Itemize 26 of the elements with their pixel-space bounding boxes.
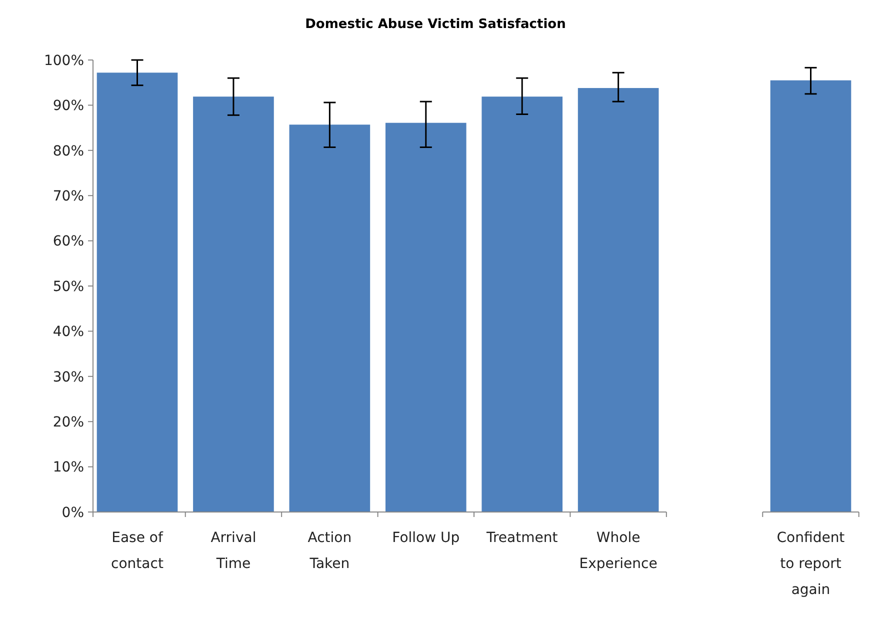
chart-title: Domestic Abuse Victim Satisfaction: [305, 17, 566, 32]
y-tick-label: 80%: [52, 143, 84, 160]
x-tick-label: Whole Experience: [579, 530, 658, 572]
x-tick-label: Confident to report again: [776, 530, 846, 598]
y-tick-label: 50%: [52, 278, 84, 295]
bar: [482, 96, 563, 512]
y-tick-label: 20%: [52, 414, 84, 430]
y-tick-label: 60%: [52, 234, 84, 250]
x-tick-label: Ease of contact: [111, 530, 164, 572]
x-tick-label: Follow Up: [392, 530, 460, 546]
y-tick-label: 70%: [52, 188, 84, 204]
bar: [193, 96, 274, 512]
y-tick-label: 100%: [44, 52, 84, 69]
y-tick-label: 40%: [52, 324, 84, 340]
y-tick-label: 10%: [52, 460, 84, 476]
y-tick-label: 90%: [52, 98, 84, 114]
bar: [770, 80, 852, 512]
y-tick-label: 0%: [62, 504, 84, 521]
bar: [385, 122, 466, 512]
x-tick-label: Treatment: [485, 530, 558, 546]
y-tick-label: 30%: [52, 369, 84, 386]
bar: [289, 124, 370, 512]
x-tick-label: Arrival Time: [210, 530, 256, 572]
bar: [578, 88, 659, 512]
x-tick-label: Action Taken: [308, 530, 352, 572]
bar: [96, 72, 178, 512]
